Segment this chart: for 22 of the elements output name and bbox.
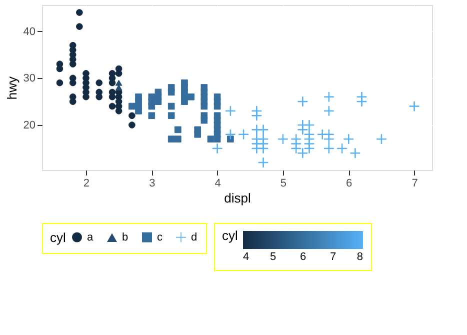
legend-title: cyl (50, 230, 66, 245)
legend-label: b (122, 232, 128, 244)
x-tick-label: 6 (346, 178, 352, 190)
color-bar-label: 4 (243, 251, 250, 263)
x-tick-label: 7 (412, 178, 418, 190)
color-bar-title: cyl (222, 228, 238, 243)
x-tick-label: 2 (83, 178, 90, 190)
color-bar-label: 7 (330, 251, 336, 263)
x-tick-label: 5 (280, 178, 287, 190)
color-bar-label: 6 (300, 251, 306, 263)
y-tick-label: 40 (23, 26, 36, 38)
x-tick-label: 4 (214, 178, 221, 190)
y-axis-title: hwy (4, 76, 20, 100)
color-bar-label: 8 (356, 251, 363, 263)
y-tick-label: 20 (23, 120, 36, 132)
color-bar-label: 5 (270, 251, 276, 263)
x-axis-title: displ (224, 190, 251, 206)
y-tick-label: 30 (23, 72, 36, 85)
legend-label: c (157, 231, 163, 244)
legend-label: a (87, 231, 94, 244)
legend-label: d (191, 231, 198, 244)
x-tick-label: 3 (149, 178, 156, 190)
